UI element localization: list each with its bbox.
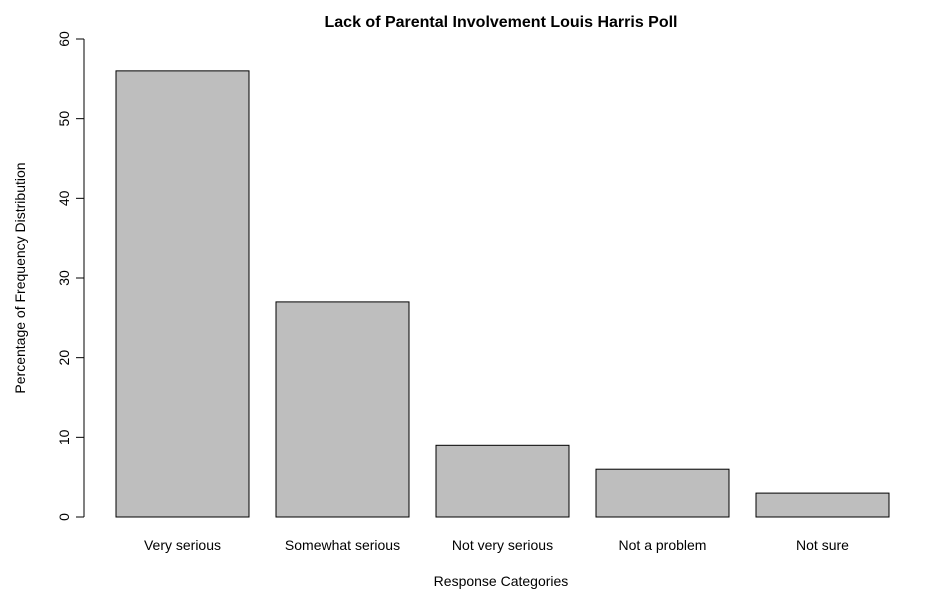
x-tick-label: Not a problem [619,537,707,553]
x-tick-labels: Very serious Somewhat serious Not very ser… [144,537,849,553]
y-axis: 0 10 20 30 40 50 60 [56,31,85,521]
x-tick-label: Very serious [144,537,221,553]
y-tick-label: 60 [56,31,72,47]
bars-group [115,70,890,518]
bar [115,70,250,518]
chart-title: Lack of Parental Involvement Louis Harri… [325,14,678,31]
bar [595,468,730,518]
x-tick-label: Not very serious [452,537,553,553]
x-tick-label: Not sure [796,537,849,553]
y-tick-label: 20 [56,350,72,366]
y-tick-label: 50 [56,111,72,127]
x-axis-title: Response Categories [434,573,569,589]
bar [435,444,570,518]
y-axis-title: Percentage of Frequency Distribution [12,162,28,393]
y-tick-label: 40 [56,190,72,206]
y-tick-label: 0 [56,513,72,521]
y-tick-label: 30 [56,270,72,286]
bar [275,301,410,518]
y-tick-label: 10 [56,429,72,445]
x-tick-label: Somewhat serious [285,537,400,553]
bar [755,492,890,518]
